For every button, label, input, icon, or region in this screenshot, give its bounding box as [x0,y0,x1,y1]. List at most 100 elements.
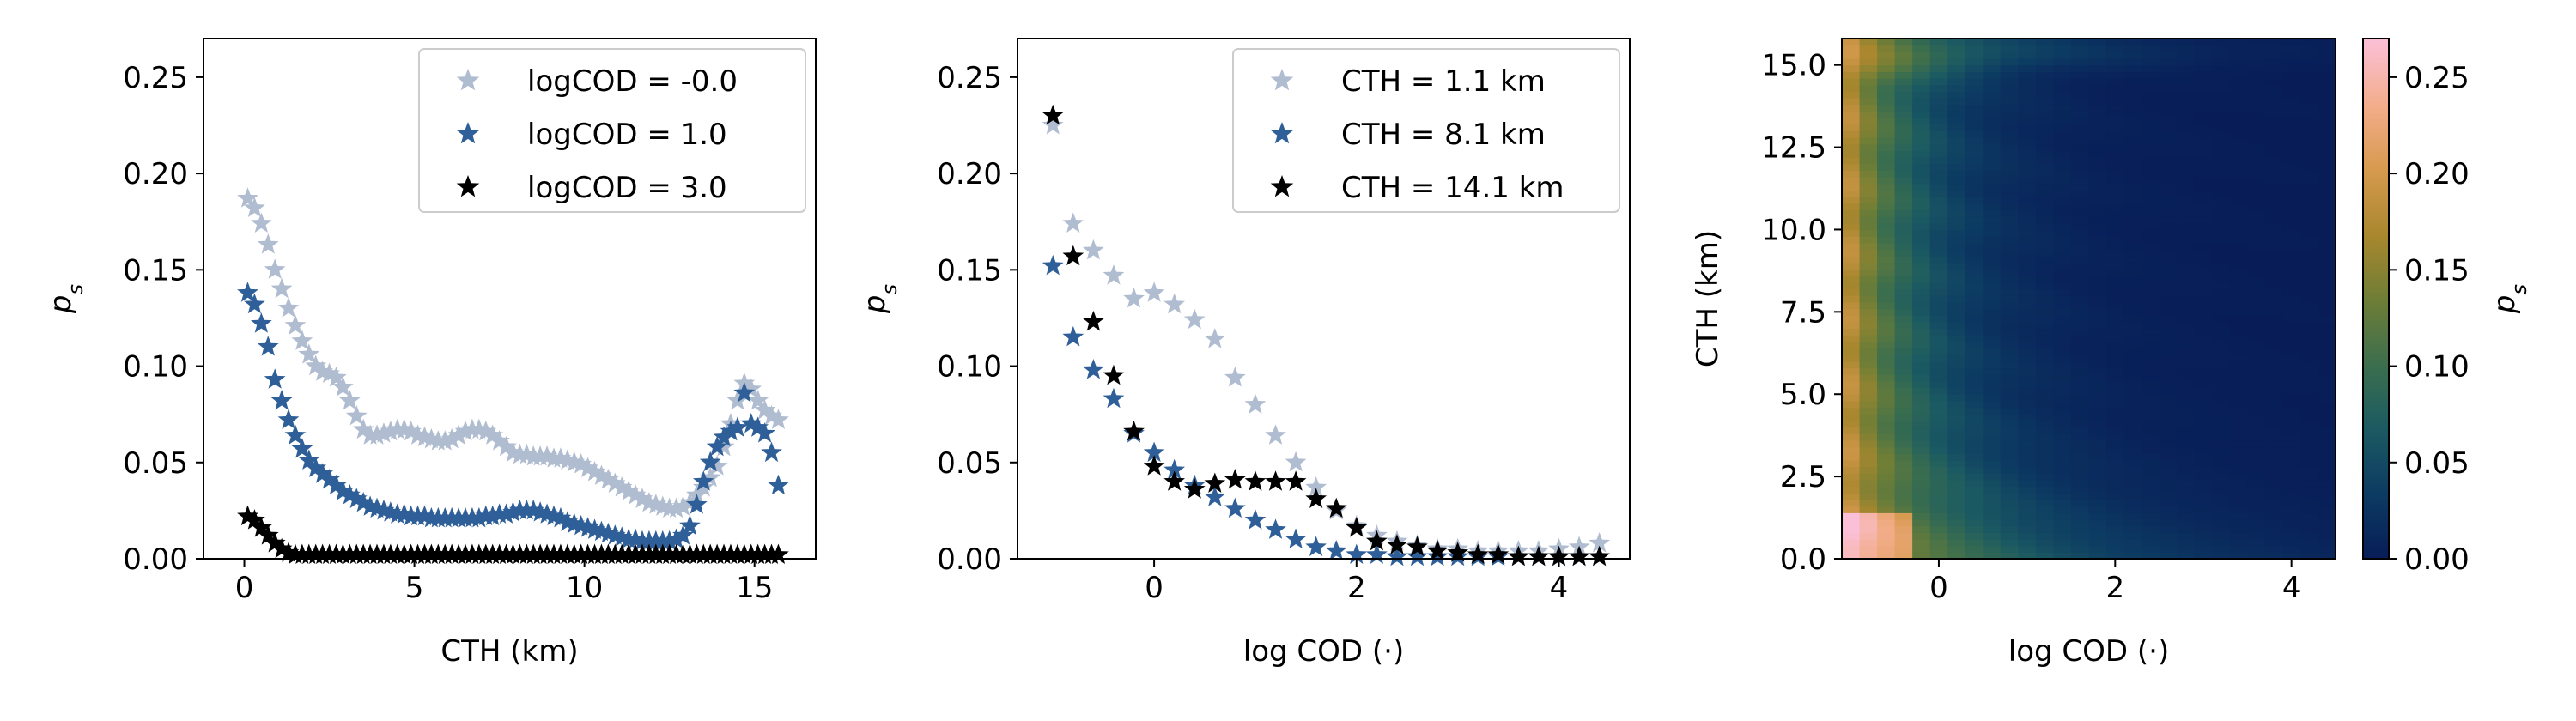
heatmap-cell [2123,111,2142,118]
heatmap-cell [1929,400,1948,409]
heatmap-cell [2142,466,2160,474]
heatmap-cell [2088,150,2107,158]
heatmap-cell [2229,163,2248,172]
data-point [312,463,333,483]
heatmap-cell [2159,288,2178,296]
heatmap-cell [2018,197,2037,204]
heatmap-cell [1929,163,1948,172]
heatmap-cell [1983,466,2002,474]
heatmap-cell [2194,183,2213,191]
heatmap-cell [1842,98,1861,106]
heatmap-cell [2264,78,2283,86]
heatmap-cell [2318,414,2336,421]
heatmap-cell [2053,380,2072,389]
legend-marker [456,122,480,144]
heatmap-cell [1965,420,1984,428]
heatmap-cell [2229,197,2248,204]
heatmap-cell [1965,269,1984,276]
heatmap-cell [2194,236,2213,244]
heatmap-cell [2318,242,2336,251]
heatmap-cell [2177,143,2196,151]
heatmap-cell [2088,360,2107,369]
heatmap-cell [1859,236,1878,244]
heatmap-cell [1842,335,1861,342]
heatmap-cell [2106,407,2125,415]
heatmap-cell [1929,183,1948,191]
heatmap-cell [2159,190,2178,197]
heatmap-cell [1947,301,1966,310]
heatmap-cell [2035,295,2055,303]
heatmap-cell [2229,466,2248,474]
heatmap-cell [2018,367,2037,375]
heatmap-cell [2300,518,2319,527]
heatmap-cell [2212,400,2231,409]
heatmap-cell [2177,493,2196,500]
heatmap-cell [1894,190,1913,197]
heatmap-cell [1929,427,1948,434]
heatmap-cell [1894,466,1913,474]
heatmap-cell [2264,276,2283,283]
heatmap-cell [1894,453,1913,461]
heatmap-cell [1983,315,2002,323]
heatmap-cell [1983,499,2002,507]
heatmap-cell [2159,242,2178,251]
heatmap-cell [2035,348,2055,355]
heatmap-cell [2088,130,2107,138]
legend-label: logCOD = -0.0 [527,64,738,99]
x-tick-label: 5 [405,571,424,605]
x-tick-label: 2 [2105,571,2124,605]
heatmap-cell [2229,545,2248,553]
heatmap-cell [1929,499,1948,507]
heatmap-cell [2282,242,2301,251]
heatmap-cell [2000,354,2019,362]
heatmap-cell [2053,341,2072,349]
data-point [699,466,721,488]
heatmap-cell [2194,354,2213,362]
heatmap-cell [2070,525,2090,533]
heatmap-cell [2194,433,2213,441]
heatmap-cell [1912,427,1931,434]
heatmap-cell [2247,545,2266,553]
heatmap-cell [1842,143,1861,151]
data-point [720,420,742,441]
legend-label: CTH = 8.1 km [1341,118,1546,152]
heatmap-cell [2123,177,2142,185]
heatmap-cell [2247,276,2266,283]
heatmap-cell [2159,354,2178,362]
heatmap-cell [2159,45,2178,52]
heatmap-cell [2229,58,2248,66]
heatmap-cell [1929,229,1948,237]
heatmap-cell [2000,124,2019,131]
heatmap-cell [2300,183,2319,191]
heatmap-cell [2282,394,2301,402]
data-point [591,464,612,486]
heatmap-cell [2000,39,2019,46]
heatmap-cell [2106,538,2125,547]
heatmap-cell [1842,308,1861,316]
heatmap-cell [2123,308,2142,316]
heatmap-cell [2247,525,2266,533]
heatmap-cell [2123,256,2142,264]
heatmap-cell [2229,52,2248,59]
heatmap-cell [2018,466,2037,474]
heatmap-cell [1912,532,1931,540]
heatmap-cell [2053,295,2072,303]
heatmap-cell [1965,45,1984,52]
heatmap-cell [2318,124,2336,131]
data-point [1163,293,1186,314]
heatmap-cell [2264,64,2283,72]
data-point [1508,545,1529,566]
heatmap-cell [2018,545,2037,553]
heatmap-cell [1894,499,1913,507]
heatmap-cell [2300,433,2319,441]
heatmap-cell [1983,433,2002,441]
heatmap-cell [2247,104,2266,112]
heatmap-cell [2000,118,2019,125]
heatmap-cell [2300,84,2319,92]
heatmap-cell [2229,137,2248,145]
heatmap-cell [1894,150,1913,158]
heatmap-cell [2000,78,2019,86]
heatmap-cell [1877,518,1896,527]
heatmap-cell [2088,335,2107,342]
y-tick-label: 10.0 [1761,213,1826,247]
